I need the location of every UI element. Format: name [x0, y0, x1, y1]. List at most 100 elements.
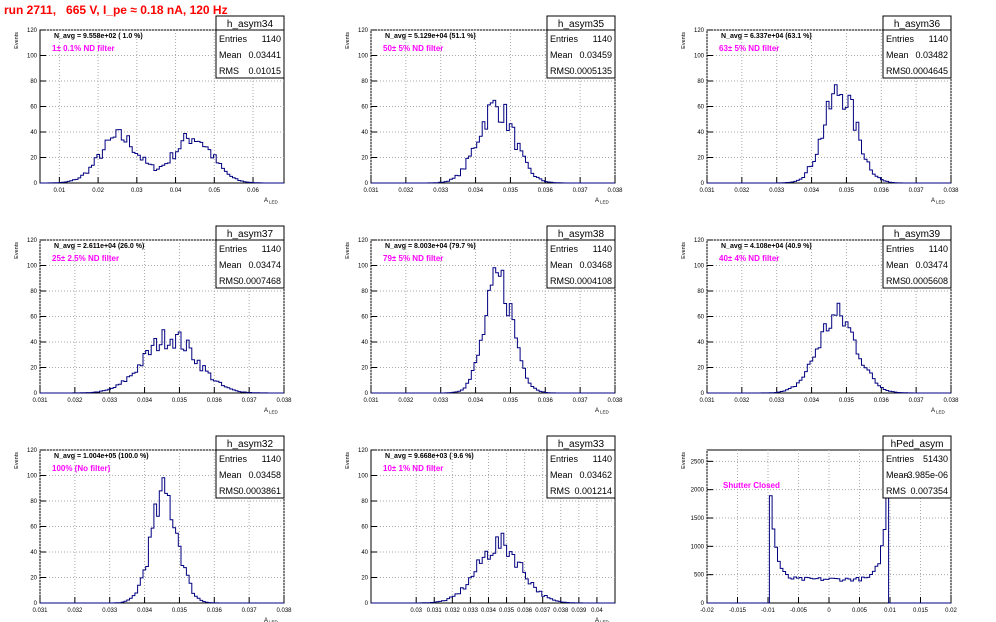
stats-label: Mean	[886, 50, 909, 60]
x-tick-label: 0.037	[909, 398, 925, 404]
x-tick-label: 0.036	[207, 398, 223, 404]
y-tick-label: 20	[697, 366, 704, 372]
y-tick-label: 40	[361, 550, 368, 556]
stats-label: Entries	[550, 454, 579, 464]
x-tick-label: 0.033	[433, 188, 449, 194]
x-tick-label: 0.034	[468, 188, 484, 194]
navg-label: N_avg = 4.108e+04 (40.9 %)	[721, 243, 812, 250]
stats-box	[215, 435, 285, 499]
x-tick-label: 0.037	[573, 188, 589, 194]
x-tick-label: 0.02	[92, 188, 104, 194]
histogram-panel-h_asym39: 0.031 0.032 0.033 0.034 0.035 0.036 0.037 0.038…	[681, 225, 959, 415]
histogram-name: h_asym36	[894, 19, 941, 30]
y-tick-label: 20	[30, 576, 37, 582]
x-tick-label: 0.035	[499, 608, 515, 614]
stats-value: 0.03462	[579, 470, 612, 480]
stats-value: 0.0003861	[238, 486, 281, 496]
navg-label: N_avg = 8.003e+04 (79.7 %)	[385, 243, 476, 250]
y-tick-label: 120	[358, 28, 369, 34]
y-tick-label: 0	[701, 601, 705, 607]
y-tick-label: 100	[358, 264, 369, 270]
stats-label: RMS	[219, 276, 239, 286]
x-tick-label: 0.036	[538, 188, 554, 194]
stats-label: Mean	[886, 260, 909, 270]
y-axis-title: Events	[345, 242, 351, 259]
histogram-curve	[707, 302, 951, 394]
y-tick-label: 100	[27, 54, 38, 60]
x-tick-label: 0.03	[410, 608, 422, 614]
stats-value: 0.03458	[248, 470, 281, 480]
x-tick-label: 0.038	[553, 608, 569, 614]
histogram-curve	[707, 492, 951, 604]
y-tick-label: 120	[27, 238, 38, 244]
stats-value: 0.03459	[579, 50, 612, 60]
stats-value: 1140	[262, 454, 281, 464]
x-tick-label: 0.032	[445, 608, 461, 614]
navg-label: N_avg = 5.129e+04 (51.1 %)	[385, 33, 476, 40]
stats-value: 0.007354	[910, 486, 948, 496]
x-tick-label: 0.033	[433, 398, 449, 404]
x-tick-label: 0.01	[54, 188, 66, 194]
y-tick-label: 20	[361, 576, 368, 582]
histogram-name: hPed_asym	[891, 439, 944, 450]
stats-value: 1140	[593, 244, 612, 254]
x-tick-label: 0.032	[67, 608, 83, 614]
y-tick-label: 80	[30, 79, 37, 85]
histogram-curve	[40, 329, 284, 394]
y-tick-label: 0	[701, 391, 705, 397]
stats-label: Entries	[886, 454, 915, 464]
y-axis-title: Events	[345, 452, 351, 469]
y-tick-label: 100	[358, 54, 369, 60]
x-tick-label: 0.032	[398, 398, 414, 404]
y-tick-label: 0	[365, 391, 369, 397]
x-tick-label: 0.034	[137, 398, 153, 404]
stats-value: 1140	[262, 244, 281, 254]
y-tick-label: 40	[30, 340, 37, 346]
x-tick-label: 0.032	[398, 188, 414, 194]
navg-label: N_avg = 9.558e+02 ( 1.0 %)	[54, 33, 143, 40]
y-tick-label: 60	[30, 315, 37, 321]
y-tick-label: 20	[30, 366, 37, 372]
filter-label: 10± 1% ND filter	[383, 464, 443, 473]
x-tick-label: 0.038	[943, 188, 959, 194]
x-tick-label: 0.037	[573, 398, 589, 404]
stats-label: Mean	[886, 470, 909, 480]
y-tick-label: 120	[27, 28, 38, 34]
filter-label: 1± 0.1% ND filter	[52, 44, 115, 53]
navg-label: N_avg = 1.004e+05 (100.0 %)	[54, 453, 149, 460]
filter-label: 25± 2.5% ND filter	[52, 254, 119, 263]
y-tick-label: 80	[697, 289, 704, 295]
stats-value: 0.001214	[574, 486, 612, 496]
x-tick-label: 0.005	[852, 608, 868, 614]
x-tick-label: 0.037	[242, 398, 258, 404]
x-axis-title: ALED	[264, 198, 279, 205]
stats-box	[546, 15, 616, 79]
x-tick-label: 0.034	[468, 398, 484, 404]
x-axis-title: ALED	[931, 408, 946, 415]
x-tick-label: 0.035	[172, 608, 188, 614]
y-tick-label: 0	[701, 181, 705, 187]
y-tick-label: 0	[34, 391, 38, 397]
stats-value: 1140	[929, 34, 948, 44]
y-tick-label: 120	[27, 448, 38, 454]
y-tick-label: 2000	[691, 488, 705, 494]
x-tick-label: 0.03	[131, 188, 143, 194]
x-tick-label: 0.032	[734, 398, 750, 404]
stats-label: RMS	[886, 486, 906, 496]
stats-value: 0.0007468	[238, 276, 281, 286]
stats-label: Mean	[219, 470, 242, 480]
x-tick-label: 0.031	[363, 188, 379, 194]
x-tick-label: 0.032	[67, 398, 83, 404]
stats-value: 0.03474	[248, 260, 281, 270]
histogram-panel-h_asym32: 0.031 0.032 0.033 0.034 0.035 0.036 0.037 0.038…	[14, 435, 292, 622]
histogram-panel-h_asym35: 0.031 0.032 0.033 0.034 0.035 0.036 0.037 0.038…	[345, 15, 623, 205]
x-tick-label: 0.031	[363, 398, 379, 404]
y-tick-label: 60	[697, 105, 704, 111]
histogram-name: h_asym33	[558, 439, 605, 450]
stats-label: RMS	[219, 66, 239, 76]
histogram-panel-hPed_asym: -0.02 -0.015 -0.01 -0.005 0 0.005 0.01 0.015 0.0…	[681, 435, 957, 614]
x-tick-label: 0.038	[607, 188, 623, 194]
x-tick-label: 0.036	[207, 608, 223, 614]
y-tick-label: 0	[34, 601, 38, 607]
y-tick-label: 1500	[691, 516, 705, 522]
